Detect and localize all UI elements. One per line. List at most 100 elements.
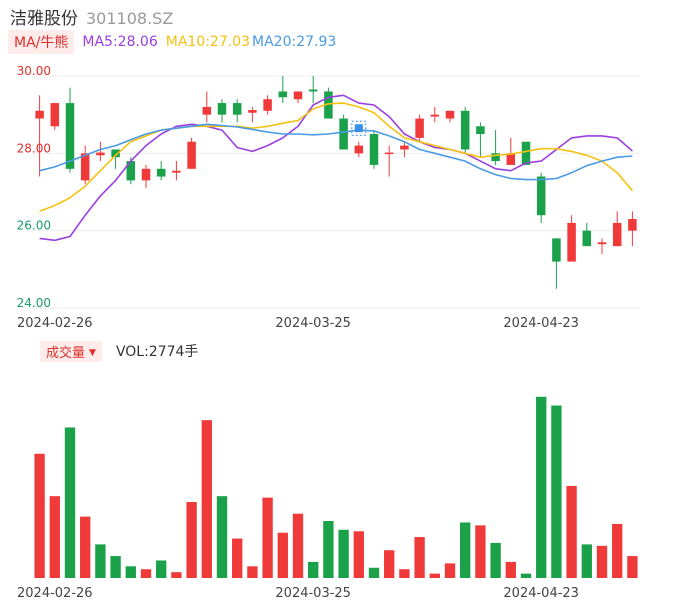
price-grid	[32, 75, 640, 309]
x-tick-label: 2024-03-25	[275, 316, 351, 331]
volume-bar	[49, 496, 60, 578]
volume-bar	[384, 550, 395, 578]
candle-body	[491, 153, 500, 162]
candle-body	[202, 106, 212, 115]
volume-bar	[429, 573, 440, 578]
x-tick-label: 2024-04-23	[503, 586, 579, 601]
volume-bar	[277, 532, 288, 578]
y-tick-label: 30.00	[17, 64, 51, 78]
y-tick-label: 28.00	[17, 141, 51, 155]
volume-bar	[125, 566, 136, 578]
candle-body	[582, 230, 592, 247]
volume-toggle-button[interactable]: 成交量 ▼	[40, 340, 102, 362]
crosshair-icon[interactable]	[351, 120, 367, 136]
volume-bar	[171, 572, 182, 578]
candle-body	[552, 238, 561, 262]
volume-bar	[201, 420, 212, 578]
volume-bar	[338, 529, 349, 578]
volume-bar	[80, 516, 91, 578]
volume-bar	[247, 566, 258, 578]
candle-body	[65, 103, 75, 169]
candle-body	[415, 118, 424, 138]
candle-body	[111, 149, 120, 158]
crosshair-center	[354, 124, 363, 133]
candle-body	[567, 222, 576, 262]
volume-bar	[353, 531, 364, 578]
crosshair-frame	[351, 120, 367, 136]
volume-bar	[460, 522, 471, 578]
volume-bar	[156, 560, 167, 578]
x-tick-label: 2024-03-25	[275, 586, 351, 601]
candle-body	[354, 145, 364, 154]
volume-toggle-label: 成交量	[46, 345, 86, 361]
ma-toggle-button[interactable]: MA/牛熊	[8, 30, 75, 54]
volume-bar	[596, 545, 608, 578]
volume-bar	[414, 537, 425, 578]
ma10-value: MA10:27.03	[165, 34, 251, 50]
ma5-value: MA5:28.06	[82, 34, 158, 50]
volume-bar	[612, 523, 623, 578]
volume-bar	[110, 556, 121, 578]
candle-body	[293, 91, 303, 100]
volume-bar	[505, 561, 516, 578]
volume-bar	[308, 561, 319, 578]
volume-bar	[581, 544, 592, 578]
volume-bar	[444, 563, 456, 578]
volume-bar	[216, 496, 228, 578]
ma20-value: MA20:27.93	[252, 34, 337, 50]
candle-body	[232, 103, 242, 115]
stock-code: 301108.SZ	[86, 9, 174, 28]
candle-body	[476, 126, 485, 134]
candle-body	[80, 153, 90, 181]
volume-bar	[95, 544, 106, 578]
volume-series	[34, 396, 638, 578]
candle-body	[521, 141, 531, 165]
x-tick-label: 2024-04-23	[503, 316, 579, 331]
price-y-axis: 30.00 28.00 26.00 24.00	[17, 64, 51, 310]
volume-bar	[262, 497, 273, 578]
volume-bar	[566, 485, 577, 578]
dropdown-triangle-icon: ▼	[89, 347, 96, 358]
stock-name: 洁雅股份	[10, 9, 78, 29]
stock-header: 洁雅股份 301108.SZ	[10, 4, 173, 29]
ma20-line	[39, 123, 633, 181]
x-tick-label: 2024-02-26	[17, 316, 93, 331]
candle-body	[536, 176, 546, 216]
y-tick-label: 26.00	[17, 219, 51, 233]
volume-bar	[536, 396, 547, 578]
volume-bar	[64, 427, 76, 578]
ma5-line	[39, 94, 633, 242]
candle-body	[460, 110, 470, 150]
ma-legend: MA/牛熊 MA5:28.06 MA10:27.03 MA20:27.93	[8, 30, 336, 54]
volume-x-axis: 2024-02-26 2024-03-25 2024-04-23	[17, 586, 579, 601]
y-tick-label: 24.00	[17, 296, 51, 310]
volume-bar	[140, 569, 152, 578]
candle-body	[324, 91, 333, 119]
volume-bar	[475, 525, 486, 578]
candle-body	[369, 134, 379, 165]
volume-bar	[368, 567, 380, 578]
volume-legend: 成交量 ▼ VOL:2774手	[40, 340, 199, 362]
volume-bar	[520, 573, 532, 578]
candle-body	[263, 99, 272, 111]
volume-bar	[399, 569, 410, 578]
candle-body	[141, 168, 151, 181]
candle-body	[126, 161, 136, 181]
candle-body	[172, 170, 181, 173]
volume-bar	[627, 556, 638, 578]
candle-body	[35, 110, 44, 119]
candle-body	[445, 110, 455, 119]
volume-bar	[34, 453, 45, 578]
volume-bar	[551, 405, 562, 578]
candle-body	[339, 118, 348, 150]
volume-bar	[186, 502, 197, 578]
volume-value: VOL:2774手	[115, 344, 199, 360]
price-x-axis: 2024-02-26 2024-03-25 2024-04-23	[17, 316, 579, 331]
volume-bar	[323, 521, 334, 578]
candle-body	[187, 141, 196, 169]
candle-body	[278, 91, 288, 98]
candle-body	[50, 103, 60, 127]
candlestick-series	[35, 76, 637, 289]
candle-body	[308, 89, 318, 92]
